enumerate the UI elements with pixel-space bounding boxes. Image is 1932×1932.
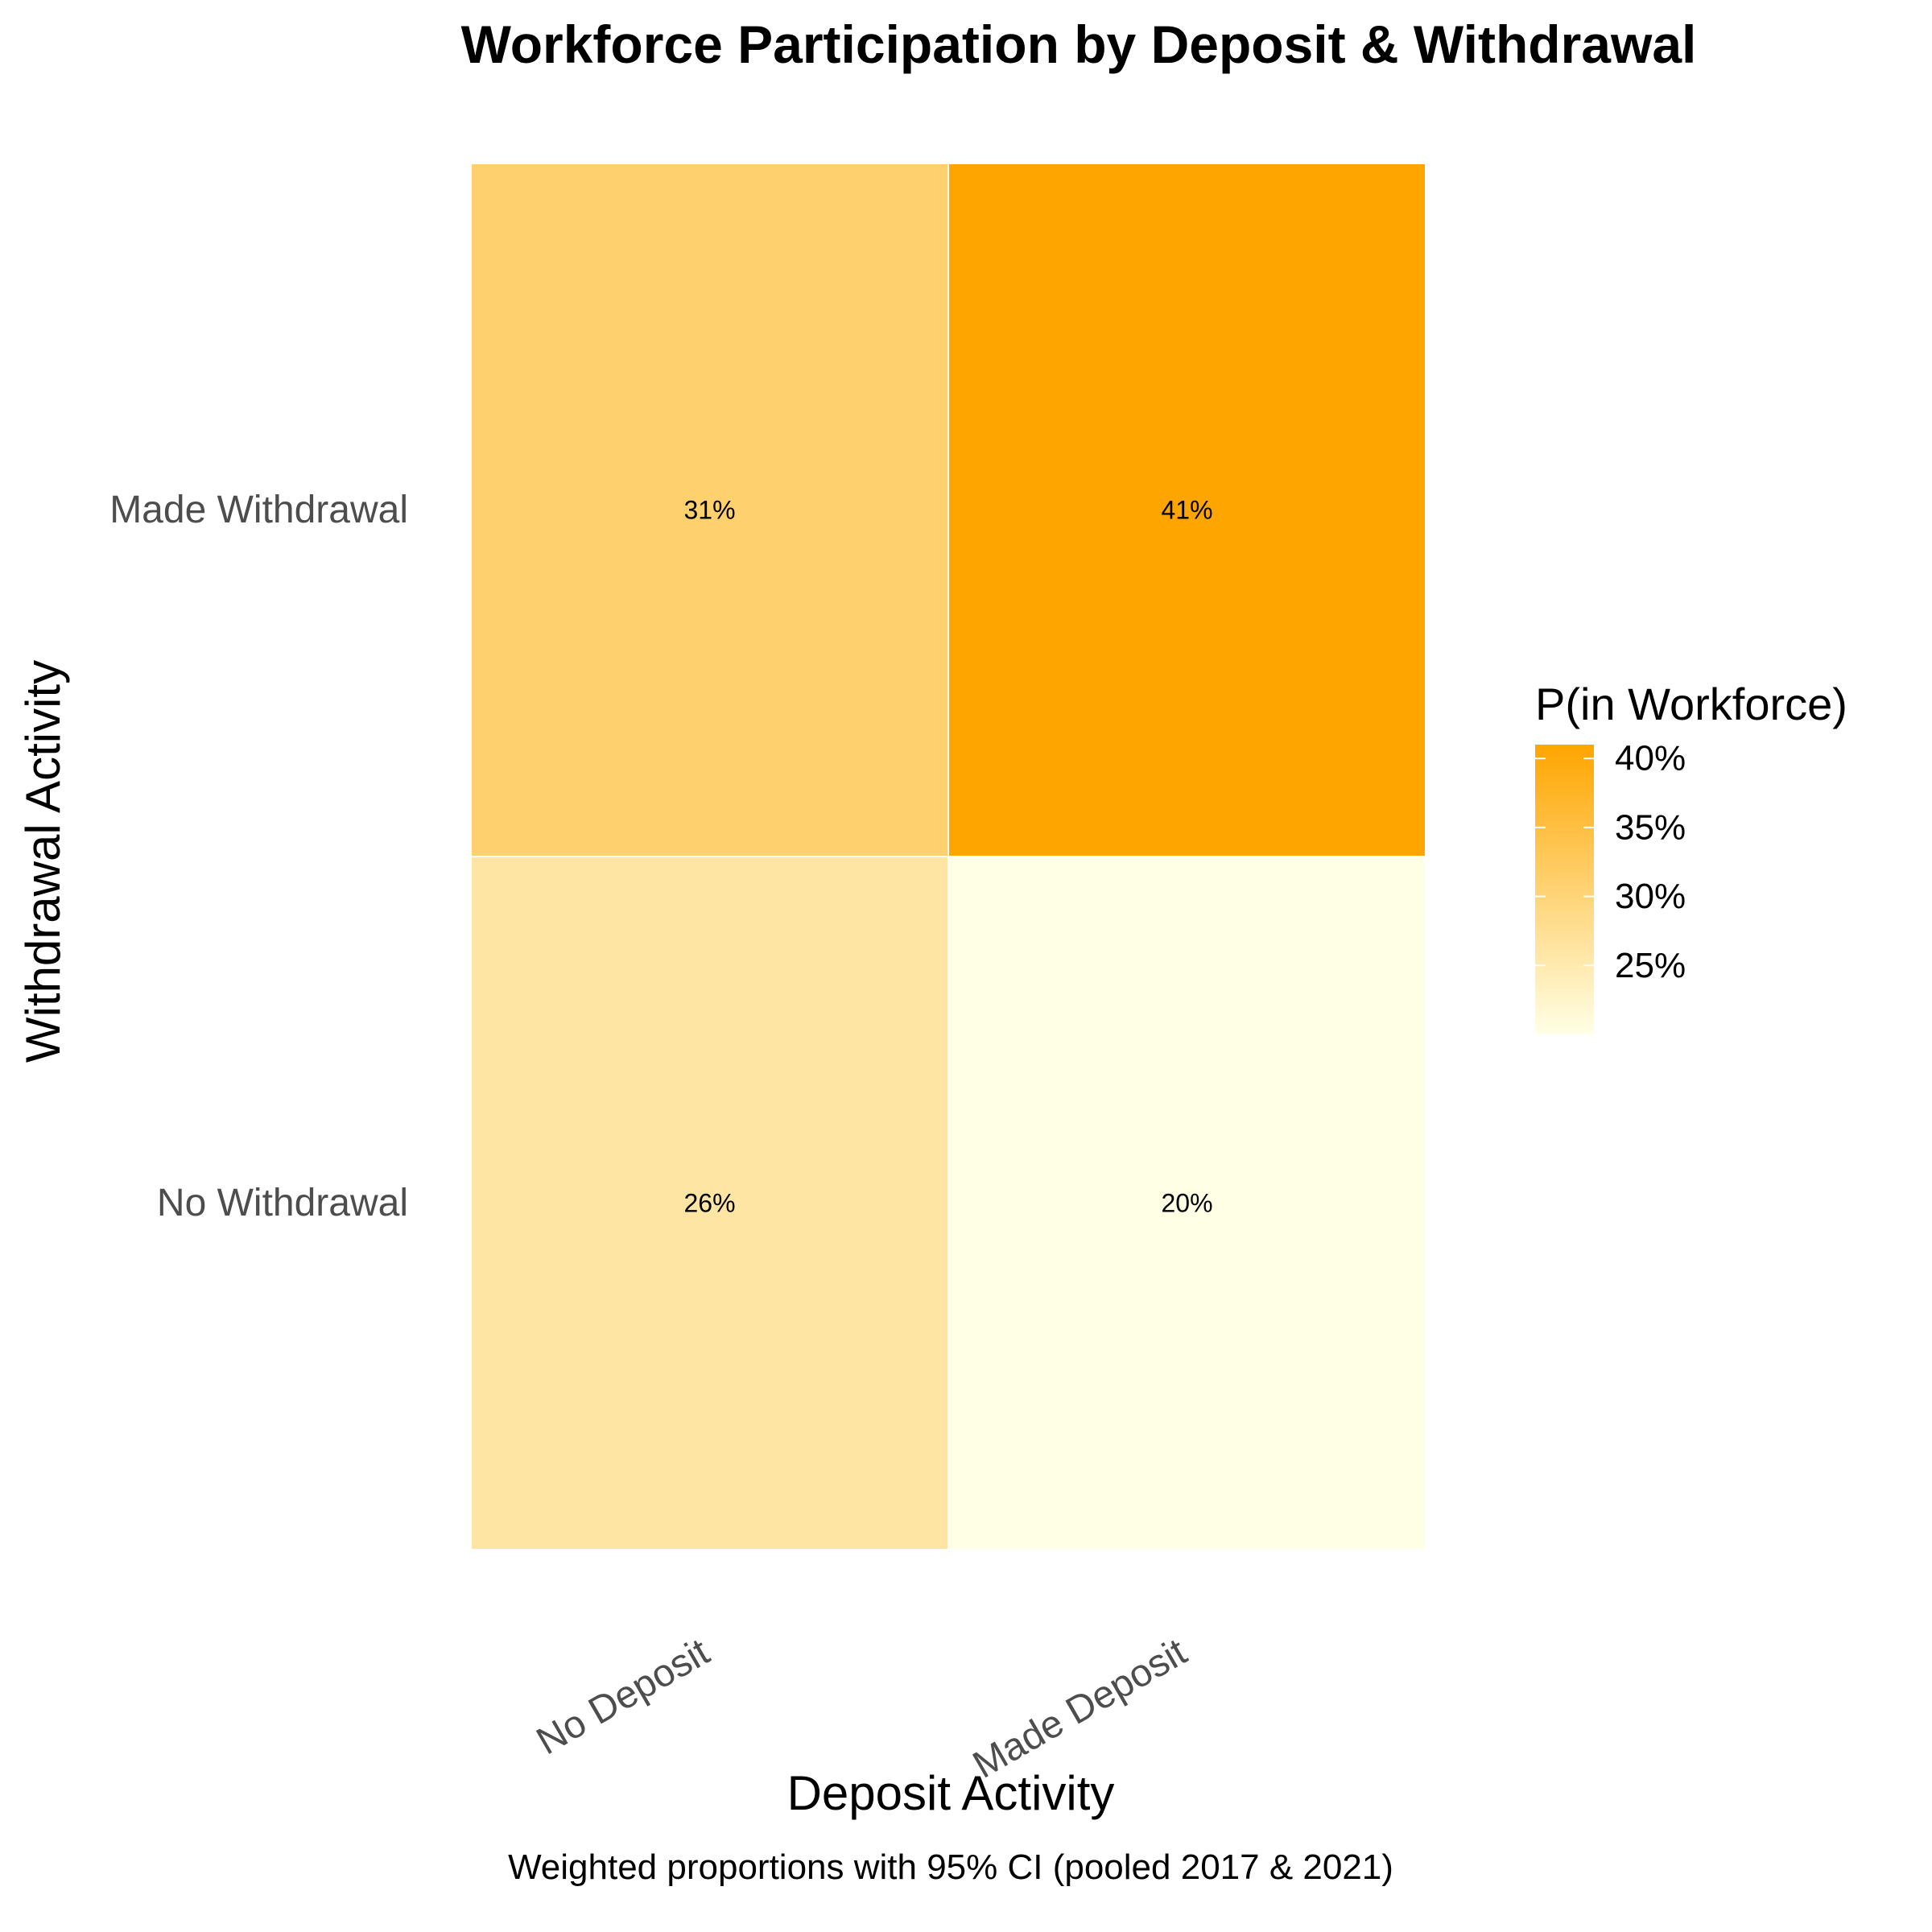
y-tick-made-withdrawal: Made Withdrawal [109, 489, 408, 531]
y-axis-tick-labels: Made Withdrawal No Withdrawal [109, 489, 408, 1224]
cell-made-deposit-made-withdrawal-label: 41% [1161, 496, 1212, 525]
x-tick-no-deposit: No Deposit [530, 1631, 716, 1764]
cell-made-deposit-no-withdrawal [947, 856, 1426, 1550]
cell-made-deposit-made-withdrawal [947, 163, 1426, 857]
y-tick-no-withdrawal: No Withdrawal [157, 1182, 408, 1224]
legend-title: P(in Workforce) [1535, 679, 1847, 729]
x-axis-title: Deposit Activity [787, 1766, 1115, 1820]
cell-no-deposit-no-withdrawal-label: 26% [683, 1189, 735, 1218]
legend-tick-label-40: 40% [1615, 739, 1686, 778]
legend-tick-label-25: 25% [1615, 946, 1686, 985]
x-axis-tick-labels: No Deposit Made Deposit [530, 1631, 1194, 1787]
cell-no-deposit-made-withdrawal [470, 163, 949, 857]
legend-tick-label-30: 30% [1615, 877, 1686, 916]
chart-caption: Weighted proportions with 95% CI (pooled… [508, 1847, 1393, 1887]
cell-no-deposit-made-withdrawal-label: 31% [683, 496, 735, 525]
legend-ticks: 40% 35% 30% 25% [1535, 739, 1686, 985]
y-axis-title: Withdrawal Activity [16, 660, 70, 1063]
heatmap-cells [470, 163, 1426, 1550]
cell-made-deposit-no-withdrawal-label: 20% [1161, 1189, 1212, 1218]
cell-no-deposit-no-withdrawal [470, 856, 949, 1550]
legend-tick-label-35: 35% [1615, 807, 1686, 847]
legend-color-bar [1535, 745, 1594, 1034]
chart-title: Workforce Participation by Deposit & Wit… [461, 14, 1697, 74]
heatmap-cell-labels: 31% 41% 26% 20% [683, 496, 1212, 1218]
x-tick-made-deposit: Made Deposit [966, 1631, 1194, 1787]
color-legend: P(in Workforce) 40% 35% 30% 25% [1535, 679, 1847, 1034]
